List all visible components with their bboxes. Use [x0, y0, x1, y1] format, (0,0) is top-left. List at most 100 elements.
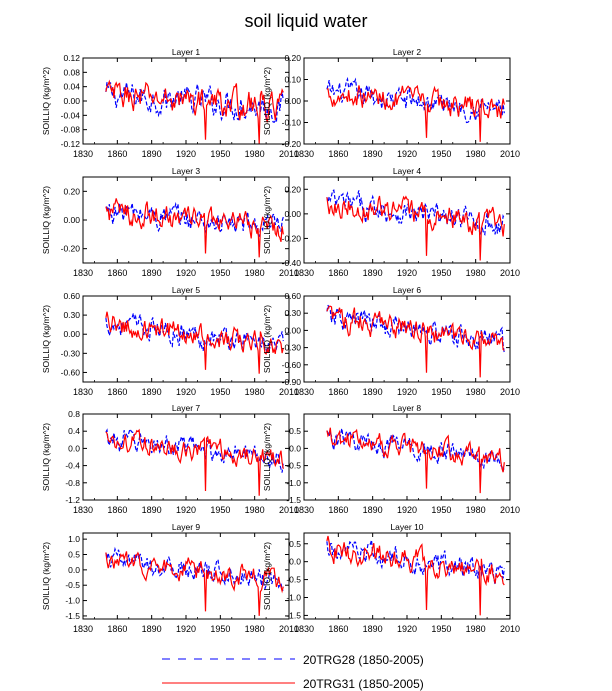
panel-title: Layer 4: [393, 166, 422, 176]
y-tick-label: -1.2: [65, 495, 80, 505]
y-tick-label: -0.90: [282, 377, 302, 387]
y-axis-label: SOILLIQ (kg/m^2): [262, 423, 272, 491]
legend-label-20trg28: 20TRG28 (1850-2005): [303, 653, 424, 667]
x-tick-label: 1980: [245, 624, 265, 634]
y-tick-label: -0.20: [61, 244, 81, 254]
y-tick-label: 0.8: [68, 409, 80, 419]
x-tick-label: 1860: [328, 505, 348, 515]
series-20trg31-layer-3: [105, 198, 284, 258]
y-tick-label: 0.5: [68, 550, 80, 560]
y-tick-label: -1.0: [286, 593, 301, 603]
y-tick-label: 0.00: [284, 325, 301, 335]
x-tick-label: 1860: [328, 268, 348, 278]
y-tick-label: -0.20: [282, 233, 302, 243]
y-tick-label: 0.60: [284, 291, 301, 301]
x-tick-label: 1860: [107, 505, 127, 515]
series-20trg31-layer-10: [326, 535, 505, 616]
y-tick-label: -1.5: [286, 610, 301, 620]
plot-frame: [303, 57, 511, 145]
x-tick-label: 1830: [294, 624, 314, 634]
panel-title: Layer 6: [393, 285, 422, 295]
x-tick-label: 1890: [363, 505, 383, 515]
panel-10: Layer 10 1830 1860 1890 1920 1950 1980 2010 -1.5…: [262, 522, 520, 634]
x-tick-label: 1980: [466, 149, 486, 159]
y-tick-label: 0.00: [284, 96, 301, 106]
y-tick-label: 0.20: [284, 184, 301, 194]
x-tick-label: 1950: [210, 624, 230, 634]
x-tick-label: 1920: [397, 268, 417, 278]
series-20trg31-layer-5: [105, 311, 284, 374]
x-tick-label: 2010: [279, 624, 299, 634]
panel-5: Layer 5 1830 1860 1890 1920 1950 1980 2010 -0.60…: [41, 285, 299, 397]
x-tick-label: 1950: [431, 387, 451, 397]
x-tick-label: 1980: [466, 624, 486, 634]
y-axis-label: SOILLIQ (kg/m^2): [41, 542, 51, 610]
panel-3: Layer 3 1830 1860 1890 1920 1950 1980 2010 -0.20…: [41, 166, 299, 278]
x-tick-label: 1830: [73, 505, 93, 515]
panel-title: Layer 10: [390, 522, 423, 532]
y-tick-label: 0.00: [63, 329, 80, 339]
y-tick-label: -0.30: [282, 343, 302, 353]
y-tick-label: 0.04: [63, 82, 80, 92]
x-tick-label: 1980: [466, 505, 486, 515]
x-tick-label: 1920: [176, 624, 196, 634]
x-tick-label: 1920: [176, 505, 196, 515]
x-tick-label: 2010: [279, 387, 299, 397]
panel-title: Layer 9: [172, 522, 201, 532]
y-tick-label: -0.5: [65, 580, 80, 590]
x-tick-label: 1830: [294, 268, 314, 278]
x-tick-label: 1890: [363, 387, 383, 397]
x-tick-label: 1920: [397, 149, 417, 159]
y-tick-label: 0.0: [68, 443, 80, 453]
y-tick-label: 0.10: [284, 75, 301, 85]
x-tick-label: 1830: [294, 149, 314, 159]
series-20trg28-layer-2: [326, 76, 505, 124]
y-axis-label: SOILLIQ (kg/m^2): [262, 305, 272, 373]
x-tick-label: 1950: [431, 505, 451, 515]
figure-title: soil liquid water: [244, 11, 367, 31]
x-tick-label: 1860: [107, 387, 127, 397]
legend: 20TRG28 (1850-2005) 20TRG31 (1850-2005): [162, 653, 424, 691]
x-tick-label: 1980: [466, 387, 486, 397]
series-20trg28-layer-6: [326, 304, 505, 354]
y-axis-label: SOILLIQ (kg/m^2): [41, 67, 51, 135]
y-tick-label: -1.5: [65, 611, 80, 621]
x-tick-label: 2010: [500, 387, 520, 397]
y-tick-label: 0.00: [284, 209, 301, 219]
x-tick-label: 1830: [73, 268, 93, 278]
panel-1: Layer 1 1830 1860 1890 1920 1950 1980 2010 -0.12…: [41, 47, 299, 159]
series-20trg28-layer-10: [326, 539, 505, 585]
y-tick-label: 0.30: [284, 308, 301, 318]
x-tick-label: 1830: [73, 387, 93, 397]
series-20trg31-layer-7: [105, 428, 284, 496]
series-20trg31-layer-8: [326, 427, 505, 494]
y-tick-label: 0.20: [63, 186, 80, 196]
panel-title: Layer 3: [172, 166, 201, 176]
x-tick-label: 1920: [176, 149, 196, 159]
x-tick-label: 1830: [294, 387, 314, 397]
y-tick-label: -0.20: [282, 139, 302, 149]
x-tick-label: 1830: [294, 505, 314, 515]
x-tick-label: 2010: [500, 268, 520, 278]
y-tick-label: -0.30: [61, 348, 81, 358]
series-20trg28-layer-5: [105, 313, 284, 354]
y-axis-label: SOILLIQ (kg/m^2): [41, 423, 51, 491]
y-tick-label: 0.08: [63, 67, 80, 77]
y-tick-label: -1.0: [286, 478, 301, 488]
x-tick-label: 2010: [279, 505, 299, 515]
x-tick-label: 1890: [142, 624, 162, 634]
x-tick-label: 1890: [142, 268, 162, 278]
y-tick-label: 0.30: [63, 310, 80, 320]
series-20trg31-layer-2: [326, 84, 505, 142]
x-tick-label: 1920: [397, 387, 417, 397]
y-tick-label: 0.5: [289, 539, 301, 549]
y-tick-label: -0.12: [61, 139, 81, 149]
x-tick-label: 1950: [210, 149, 230, 159]
x-tick-label: 1980: [466, 268, 486, 278]
x-tick-label: 1890: [142, 149, 162, 159]
y-tick-label: 0.20: [284, 53, 301, 63]
y-tick-label: -0.60: [282, 360, 302, 370]
